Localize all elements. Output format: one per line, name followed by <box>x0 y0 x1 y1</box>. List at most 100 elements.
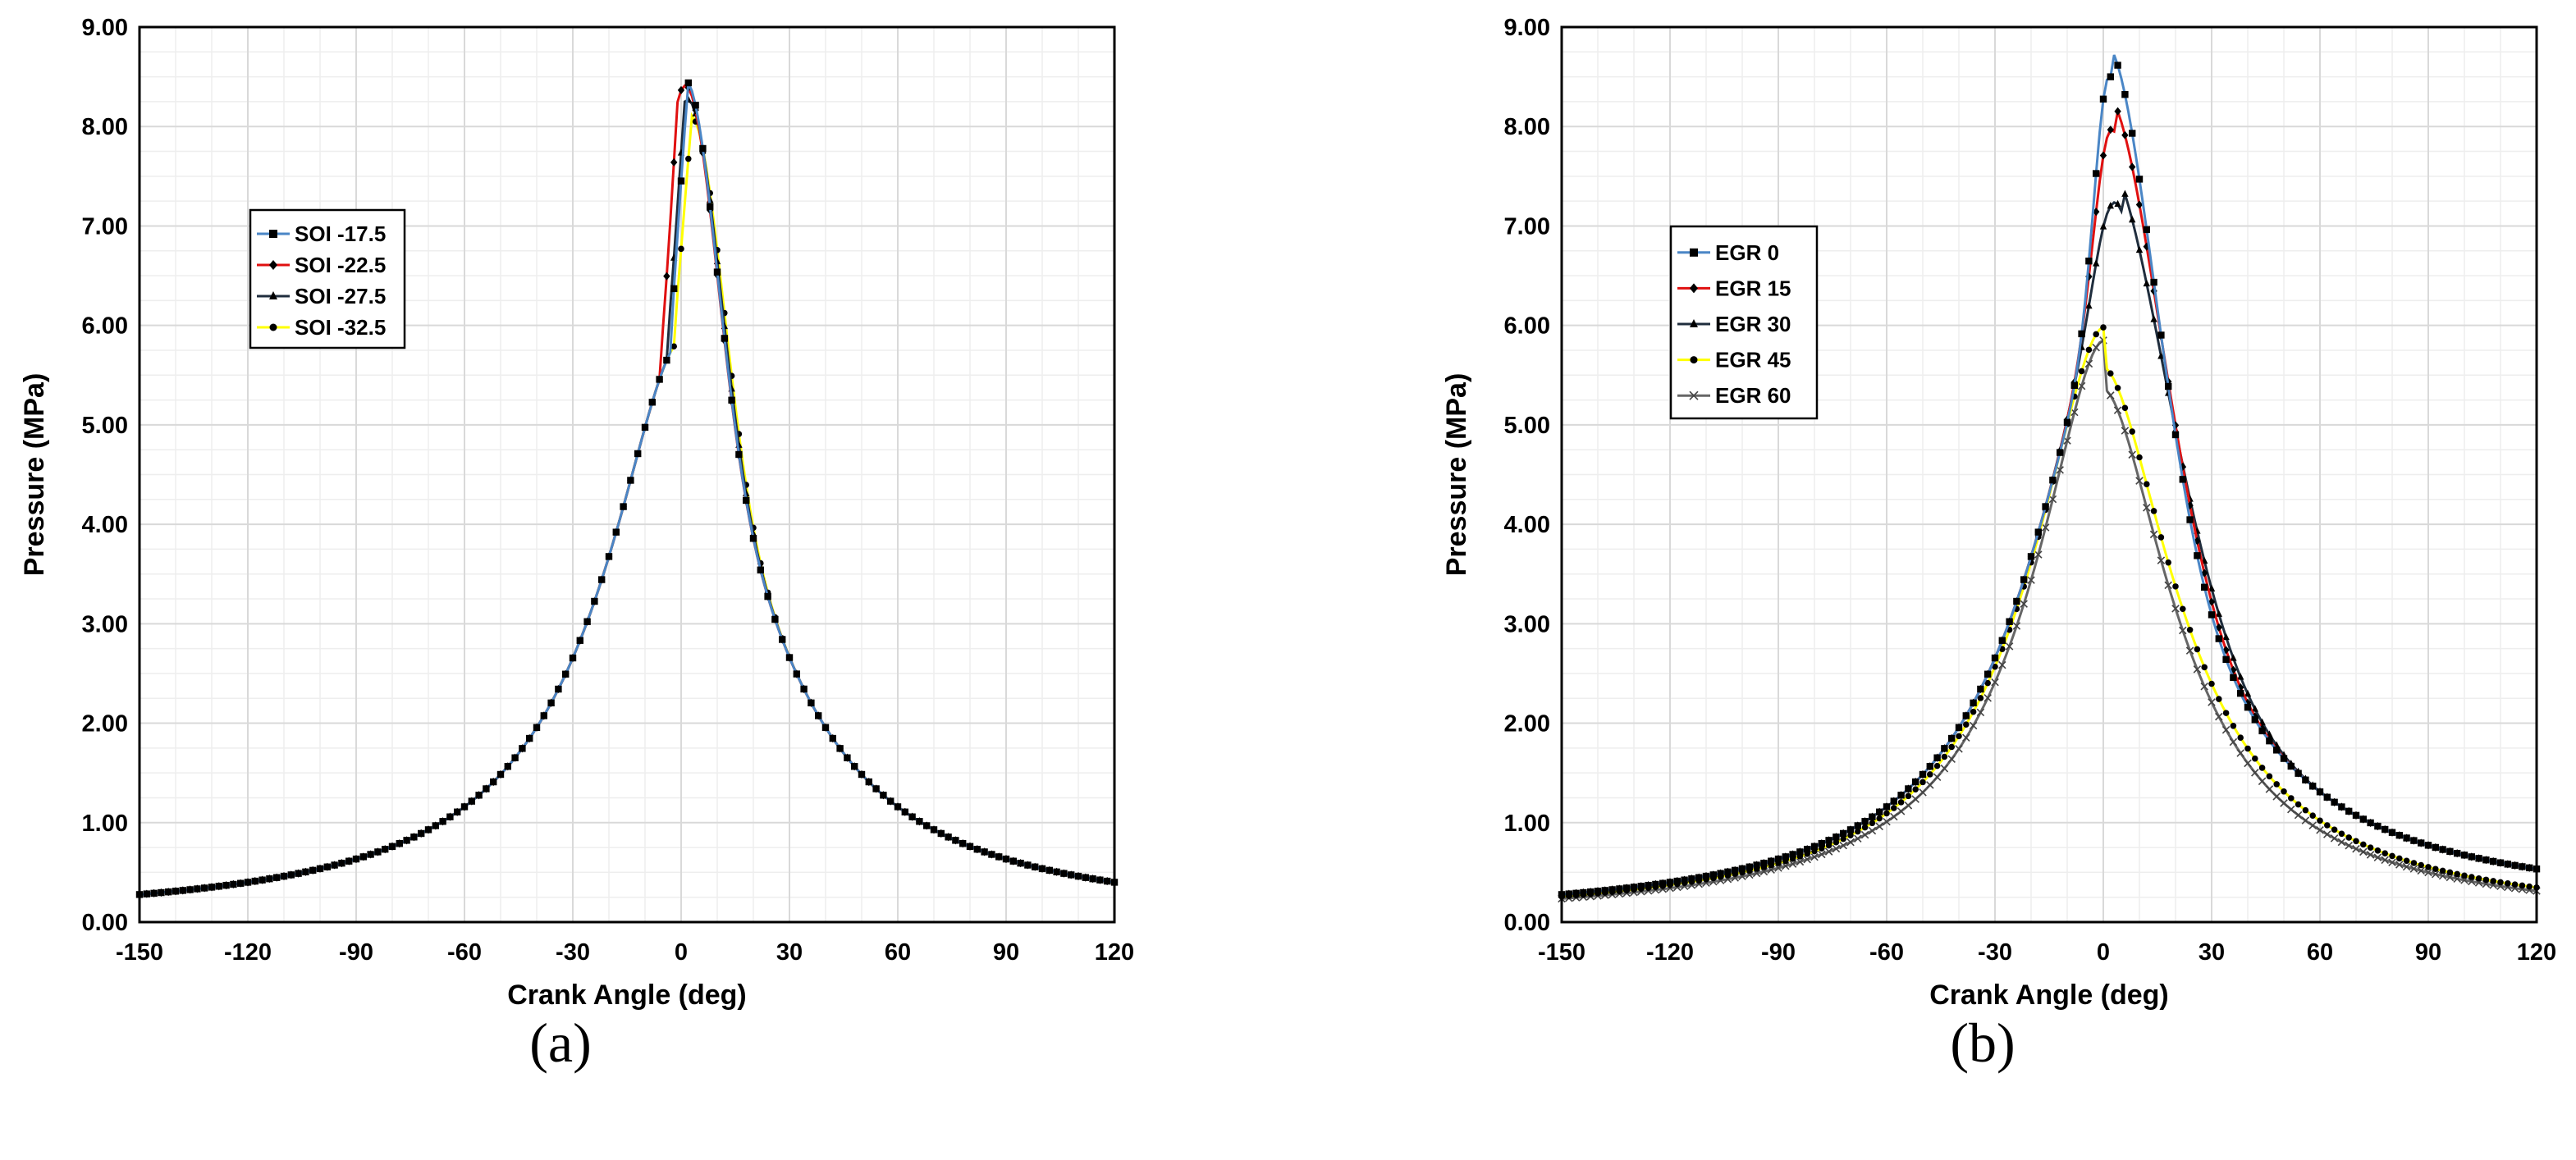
data-point <box>374 848 382 856</box>
data-point <box>1803 855 1811 864</box>
data-point <box>1673 877 1681 885</box>
data-point <box>670 158 678 167</box>
data-point <box>2077 381 2086 390</box>
data-point <box>2366 851 2375 859</box>
data-point <box>2208 597 2216 606</box>
data-point <box>215 883 222 890</box>
data-point <box>2042 503 2049 510</box>
plot-area-frame <box>138 25 1116 924</box>
data-point <box>779 636 786 643</box>
data-point <box>1768 857 1775 865</box>
data-point <box>2475 875 2482 882</box>
x-tick-label: -120 <box>1646 939 1694 966</box>
data-point <box>945 833 952 841</box>
data-point <box>2258 777 2267 786</box>
data-point <box>2266 773 2273 780</box>
data-point <box>1962 712 1970 719</box>
data-point <box>2121 427 2130 435</box>
data-point <box>2265 785 2274 793</box>
data-point <box>1104 877 1111 885</box>
data-point <box>1904 801 1913 810</box>
data-point <box>591 597 598 605</box>
data-point <box>2330 834 2339 843</box>
data-point <box>418 829 425 838</box>
data-point <box>2171 605 2180 613</box>
legend-label: SOI -17.5 <box>295 221 386 246</box>
data-point <box>460 803 469 811</box>
data-point <box>2128 450 2136 459</box>
data-point <box>1854 822 1861 829</box>
data-point <box>1992 663 1998 670</box>
data-point <box>1876 815 1883 822</box>
data-point <box>634 450 642 458</box>
data-point <box>2179 626 2187 635</box>
data-point <box>2135 245 2144 253</box>
data-point <box>1045 866 1053 875</box>
series-group <box>135 79 1119 899</box>
data-point <box>2114 107 2121 116</box>
data-point <box>2381 856 2389 865</box>
data-point <box>1926 781 1934 789</box>
legend-item: EGR 15 <box>1677 276 1791 300</box>
data-point <box>2497 879 2504 886</box>
data-point <box>757 566 764 573</box>
data-point <box>2374 822 2382 830</box>
data-point <box>2352 844 2360 853</box>
data-point <box>2034 550 2043 559</box>
data-point <box>2432 870 2440 879</box>
data-point <box>2395 831 2403 839</box>
data-point <box>2505 879 2511 887</box>
x-tick-label: 30 <box>2199 939 2225 966</box>
data-point <box>2107 391 2115 400</box>
data-point <box>2468 877 2476 886</box>
y-tick-label: 7.00 <box>1504 213 1550 240</box>
data-point <box>728 396 735 404</box>
data-point <box>1652 880 1659 888</box>
data-point <box>2208 698 2216 706</box>
data-point <box>2185 646 2194 655</box>
data-point <box>1702 872 1710 880</box>
data-point <box>2180 605 2186 613</box>
data-point <box>800 685 808 693</box>
data-point <box>396 839 403 847</box>
data-point <box>496 770 505 779</box>
data-point <box>2490 878 2496 884</box>
data-point <box>2374 847 2382 854</box>
data-point <box>692 102 699 109</box>
legend: EGR 0 EGR 15 EGR 30 EGR 45 EGR 60 <box>1669 225 1819 420</box>
y-tick-label: 8.00 <box>1504 114 1550 140</box>
data-point <box>194 885 201 893</box>
data-point <box>663 356 670 364</box>
y-tick-label: 8.00 <box>82 114 128 140</box>
data-point <box>569 654 577 662</box>
data-point <box>1810 852 1819 861</box>
data-point <box>1788 860 1797 868</box>
data-point <box>2490 857 2497 865</box>
data-point <box>2244 759 2252 768</box>
data-point <box>2222 646 2230 655</box>
data-point <box>2460 852 2468 859</box>
data-point <box>2468 874 2475 880</box>
data-point <box>1905 792 1912 800</box>
x-tick-label: 120 <box>2517 939 2556 966</box>
data-point <box>2316 826 2324 834</box>
data-point <box>1689 390 1699 400</box>
data-point <box>2208 680 2215 687</box>
data-point <box>2194 552 2201 559</box>
data-point <box>2078 330 2085 338</box>
y-tick-label: 3.00 <box>1504 611 1550 637</box>
x-tick-label: 30 <box>776 939 803 966</box>
data-point <box>367 851 374 858</box>
panel-label: (a) <box>529 1012 591 1074</box>
data-point <box>1984 670 1992 678</box>
data-point <box>1891 805 1897 811</box>
data-point <box>937 829 945 838</box>
data-point <box>1876 808 1883 815</box>
data-point <box>2135 200 2144 209</box>
data-point <box>1919 779 1926 786</box>
data-point <box>1789 851 1796 858</box>
data-point <box>612 528 620 536</box>
data-point <box>1753 861 1760 869</box>
y-tick-label: 4.00 <box>82 512 128 538</box>
panel-label: (b) <box>1950 1012 2015 1074</box>
